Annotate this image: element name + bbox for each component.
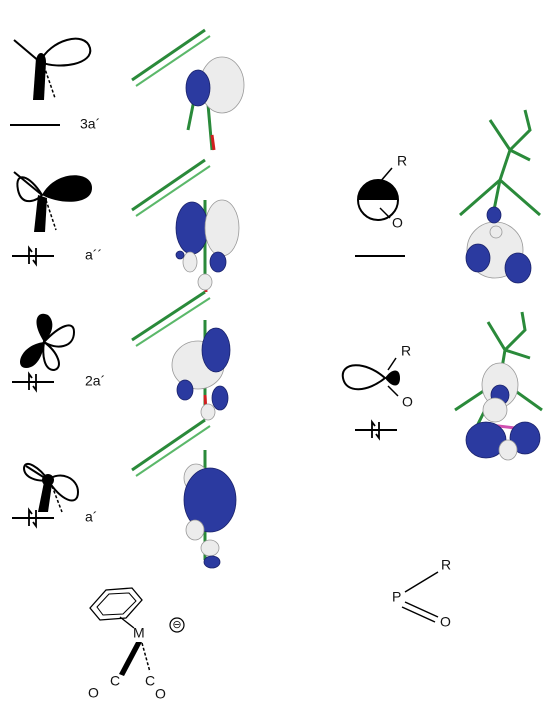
orbital-sketch [12,172,92,264]
orbital-sketch-part [38,482,52,512]
orbital-sketch-part [36,314,52,342]
orbital-sketch-part [388,386,398,396]
orbital-sketch [12,464,78,526]
orbital-render-part [132,292,205,340]
orbital-render [132,292,230,420]
orbital-sketch [343,358,400,438]
orbital-sketch-part [20,342,44,368]
orbital-render-part [204,556,220,568]
orbital-render [132,30,244,150]
orbital-sketch-part [358,180,398,200]
orbital-sketch-part [40,39,90,66]
orbital-sketch-part [380,168,392,182]
orbital-render-part [499,440,517,460]
orbital-render-part [177,380,193,400]
orbital-sketch-part [388,358,396,370]
orbital-diagram: 3a´ a´´ 2a´ a´ R O [0,0,545,702]
orbital-sketch-part [52,486,62,512]
orbital-sketch-part [46,200,56,230]
fragment-sketch-part [120,617,134,628]
orbital-sketch-part [380,208,390,218]
orbital-render-part [212,135,214,150]
orbital-render-part [466,244,490,272]
fragment-sketch-part [90,588,142,620]
orbital-render-part [186,70,210,106]
atom-label: R [397,153,407,169]
level-label: 3a´ [80,116,100,132]
fragment-sketch-part [119,642,142,676]
level-label: 2a´ [85,373,105,389]
orbital-render-part [183,252,197,272]
orbital-render-part [210,252,226,272]
orbital-sketch-part [12,374,54,390]
fragment-sketch-part [405,572,438,592]
orbital-render-part [202,328,230,372]
orbital-sketch-part [12,248,54,264]
orbital-sketch-part [343,365,385,389]
atom-label: O [392,215,403,231]
fragment-sketch-part [405,602,438,617]
orbital-render-part [132,420,205,470]
orbital-render [455,312,542,460]
orbital-render [132,160,239,292]
atom-label: O [402,394,413,410]
orbital-render-part [483,398,507,422]
orbital-render-part [201,540,219,556]
orbital-sketch [12,314,74,390]
fragment-sketch-part [142,643,150,672]
atom-label: C [145,673,155,689]
orbital-render-part [487,207,501,223]
orbital-render-part [186,520,204,540]
orbital-sketch-part [385,371,400,386]
orbital-render [132,420,236,568]
orbital-sketch-part [355,422,397,438]
atom-label: R [401,343,411,359]
orbital-sketch-part [44,66,55,98]
orbital-render-part [176,202,208,254]
fragment-sketch [402,572,438,622]
orbital-render-part [212,386,228,410]
orbital-render-part [176,251,184,259]
orbital-sketch [355,168,405,256]
atom-label: O [440,614,451,630]
level-label: a´´ [85,247,102,263]
orbital-render-part [201,404,215,420]
orbital-render-part [205,200,239,256]
atom-label: R [441,557,451,573]
orbital-sketch [10,39,90,125]
orbital-render-part [490,226,502,238]
atom-label: O [155,686,166,702]
orbital-sketch-part [42,175,92,202]
charge-label: ⊖ [172,619,181,631]
level-label: a´ [85,509,97,525]
atom-label: P [392,589,401,605]
orbital-render-part [198,274,212,290]
atom-label: M [133,625,145,641]
orbital-render-part [505,253,531,283]
orbital-render [460,110,540,283]
orbital-sketch-part [12,510,54,526]
atom-label: O [88,685,99,701]
fragment-sketch-part [97,593,136,615]
fragment-sketch-part [402,607,435,622]
orbital-render-part [136,298,210,346]
atom-label: C [110,673,120,689]
